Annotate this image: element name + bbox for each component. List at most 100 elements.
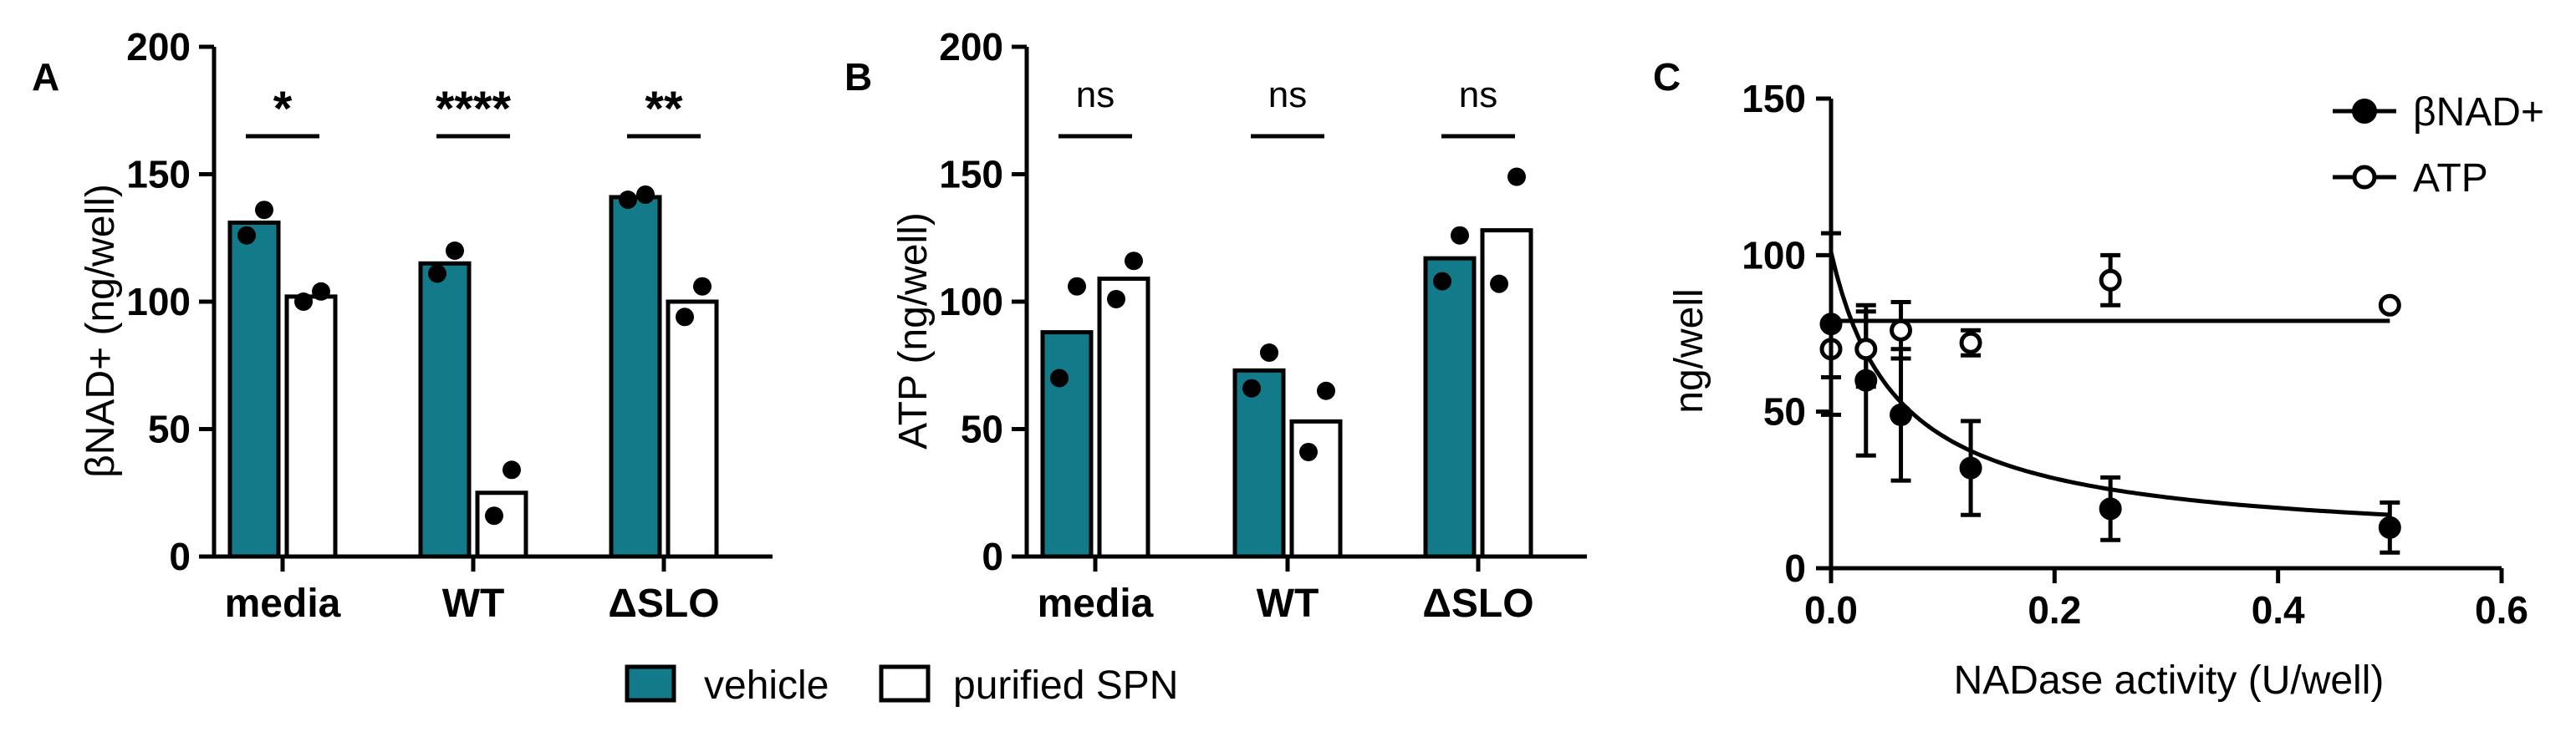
bar-purified-spn [1289, 419, 1343, 559]
panel-c-y-tick-label: 0 [1784, 546, 1806, 590]
panel-a-y-tick-label: 50 [148, 408, 191, 451]
data-point [1260, 343, 1278, 362]
category-label: WT [1257, 582, 1319, 626]
category-label: ΔSLO [1422, 582, 1533, 626]
legend-vehicle-label: vehicle [704, 663, 829, 708]
panel-c-y-tick-label: 100 [1742, 233, 1806, 277]
bar-purified-spn [475, 491, 528, 559]
panel-a-y-tick-label: 100 [126, 280, 191, 323]
data-point [485, 506, 503, 526]
panel-a-significance: * **** ** [246, 82, 701, 139]
data-point [502, 460, 521, 480]
panel-b-y-ticks: 0 50 100 150 200 [939, 25, 1027, 578]
data-point [619, 191, 637, 209]
panel-b-bars [1040, 228, 1533, 559]
category-label: media [1038, 582, 1154, 626]
category-label: WT [442, 582, 505, 626]
bar-purified-spn [1097, 277, 1150, 559]
data-point [255, 201, 273, 220]
atp-point [1890, 318, 1913, 342]
data-point [1107, 289, 1125, 308]
bar-vehicle [609, 195, 662, 559]
legend-purified-swatch [879, 664, 931, 703]
data-point [1433, 272, 1451, 291]
data-point [446, 241, 464, 260]
panel-c-x-tick-label: 0.0 [1804, 588, 1858, 632]
data-point [636, 185, 655, 204]
data-point [237, 226, 256, 245]
panel-b-points [1050, 167, 1526, 461]
legend-atp-marker [2352, 165, 2377, 190]
panel-b-y-tick-label: 0 [982, 535, 1003, 578]
panel-b: B ns ns ns 0 50 100 150 200 media WT ΔSLO ATP (n… [844, 25, 1587, 626]
panel-b-y-tick-label: 150 [939, 153, 1003, 196]
bnad-point [2378, 516, 2401, 539]
panel-b-y-tick-label: 100 [939, 280, 1003, 323]
data-point [312, 282, 330, 301]
panel-a-y-ticks: 0 50 100 150 200 [126, 25, 214, 578]
panel-c-x-label: NADase activity (U/well) [1954, 658, 2385, 703]
atp-point [2378, 293, 2401, 317]
panel-c-x-tick-label: 0.2 [2028, 588, 2081, 632]
panel-c-y-ticks: 0 50 100 150 [1742, 77, 1831, 590]
panel-c-label: C [1653, 55, 1681, 99]
legend-bnad-marker [2352, 99, 2377, 124]
legend-purified-label: purified SPN [953, 663, 1178, 708]
significance-label: ** [645, 82, 683, 136]
panel-a-label: A [32, 55, 59, 99]
legend-bnad: βNAD+ [2333, 90, 2544, 135]
significance-label: ns [1076, 74, 1115, 115]
panel-a-bars [227, 195, 719, 559]
panel-c-y-tick-label: 150 [1742, 77, 1806, 120]
legend-vehicle-swatch [625, 664, 676, 703]
category-label: media [225, 582, 341, 626]
legend-bnad-label: βNAD+ [2413, 90, 2544, 135]
panel-a-y-tick-label: 150 [126, 153, 191, 196]
data-point [428, 264, 446, 283]
data-point [1317, 381, 1335, 400]
panel-a-y-tick-label: 200 [126, 25, 191, 69]
data-point [1490, 274, 1508, 293]
bar-vehicle [1232, 368, 1286, 559]
panel-c-y-label: ng/well [1667, 288, 1711, 413]
bar-legend: vehicle purified SPN [625, 663, 1178, 708]
bar-vehicle [227, 220, 281, 559]
bnad-point [1890, 403, 1913, 426]
significance-label: ns [1268, 74, 1307, 115]
panel-c-legend: βNAD+ ATP [2333, 90, 2544, 201]
data-point [1299, 442, 1318, 461]
atp-point [2099, 268, 2122, 292]
panel-a-y-tick-label: 0 [169, 535, 191, 578]
data-point [676, 308, 694, 327]
panel-c-x-tick-label: 0.4 [2252, 588, 2305, 632]
panel-b-label: B [844, 55, 872, 99]
data-point [1125, 252, 1143, 271]
atp-point [1959, 331, 1982, 354]
panel-c-points [1819, 268, 2401, 539]
data-point [1451, 226, 1469, 245]
bar-purified-spn [284, 294, 338, 559]
bar-purified-spn [666, 299, 719, 559]
panel-a-y-label: βNAD+ (ng/well) [79, 184, 123, 478]
panel-b-significance: ns ns ns [1058, 74, 1515, 139]
panel-b-y-tick-label: 200 [939, 25, 1003, 69]
data-point [1068, 277, 1086, 296]
legend-atp: ATP [2333, 156, 2488, 201]
data-point [1242, 379, 1261, 398]
significance-label: * [273, 82, 293, 136]
panel-c-x-ticks: 0.0 0.2 0.4 0.6 [1804, 568, 2528, 632]
panel-a-categories: media WT ΔSLO [225, 557, 720, 626]
panel-a-points [237, 185, 712, 526]
significance-label: **** [436, 82, 512, 136]
panel-b-y-tick-label: 50 [961, 408, 1003, 451]
legend-atp-label: ATP [2413, 156, 2488, 201]
data-point [1050, 369, 1069, 388]
bar-vehicle [1423, 256, 1477, 559]
bar-vehicle [418, 261, 472, 559]
panel-c-y-tick-label: 50 [1763, 390, 1806, 434]
panel-b-categories: media WT ΔSLO [1038, 557, 1534, 626]
data-point [693, 277, 712, 296]
category-label: ΔSLO [608, 582, 719, 626]
